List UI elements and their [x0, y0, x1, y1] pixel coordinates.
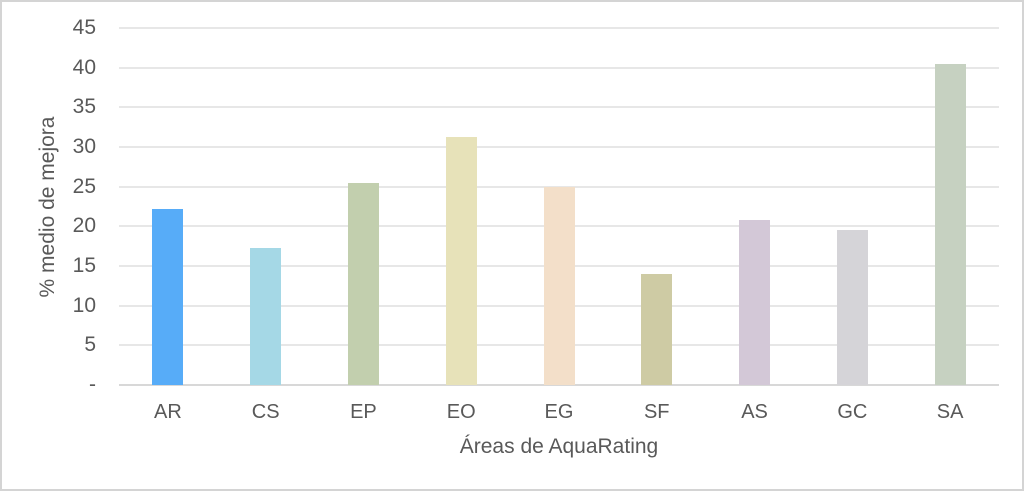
- x-category-label: AS: [741, 401, 768, 423]
- bar-eo: [445, 137, 477, 385]
- x-category-label: EO: [446, 401, 476, 423]
- y-tick-label: 25: [72, 174, 96, 198]
- gridline: [119, 27, 999, 29]
- y-tick-label: -: [89, 373, 96, 396]
- y-tick-label: 30: [72, 135, 96, 158]
- bar-cs: [250, 247, 282, 385]
- x-category-label: SF: [643, 401, 670, 423]
- y-tick-label: 20: [72, 214, 96, 238]
- y-tick-label: 10: [72, 293, 96, 317]
- x-category-label: SA: [936, 401, 964, 423]
- y-tick-label: 5: [84, 333, 96, 357]
- bar-eg: [543, 186, 575, 385]
- bar-gc: [836, 230, 868, 385]
- bar-ar: [152, 208, 184, 385]
- x-category-label: AR: [153, 401, 182, 423]
- y-tick-label: 35: [72, 95, 96, 119]
- x-category-label: EP: [350, 401, 377, 423]
- gridline: [119, 146, 999, 148]
- gridline: [119, 106, 999, 109]
- bar-sf: [641, 273, 673, 385]
- y-axis-title: % medio de mejora: [36, 116, 59, 298]
- y-tick-label: 40: [72, 55, 96, 79]
- y-tick-label: 15: [72, 254, 96, 277]
- y-tick-label: 45: [72, 16, 96, 39]
- gridline: [119, 66, 999, 69]
- x-category-label: CS: [251, 401, 280, 423]
- bar-as: [739, 219, 771, 385]
- bar-ep: [347, 182, 379, 385]
- x-category-label: GC: [837, 401, 868, 423]
- x-axis-line: [119, 384, 999, 386]
- x-axis-title: Áreas de AquaRating: [459, 435, 659, 458]
- bar-sa: [934, 63, 966, 385]
- x-category-label: EG: [544, 401, 574, 423]
